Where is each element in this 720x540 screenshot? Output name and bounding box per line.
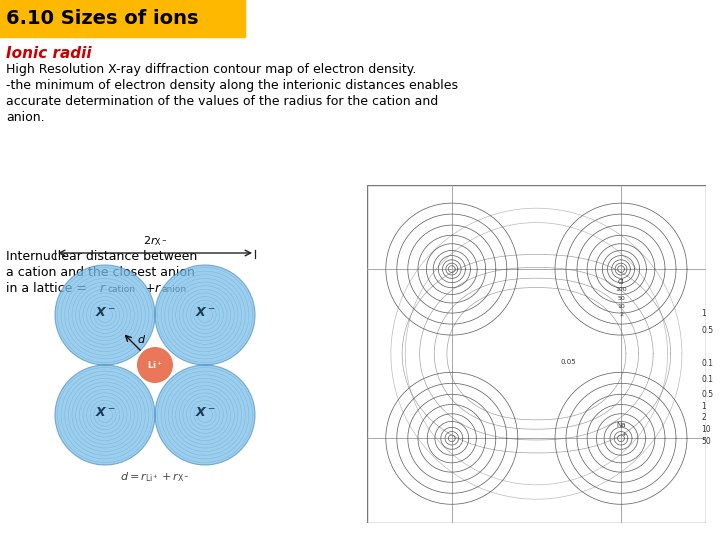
Circle shape: [137, 347, 173, 383]
Text: r: r: [100, 282, 105, 295]
Text: 10: 10: [617, 304, 625, 309]
Text: High Resolution X-ray diffraction contour map of electron density.: High Resolution X-ray diffraction contou…: [6, 63, 416, 76]
Text: 50: 50: [701, 437, 711, 446]
Text: 10: 10: [701, 426, 711, 434]
Text: cation: cation: [107, 285, 135, 294]
Text: anion.: anion.: [6, 111, 45, 124]
Text: 0.05: 0.05: [561, 359, 577, 365]
Text: 0.5: 0.5: [701, 390, 714, 399]
Circle shape: [55, 365, 155, 465]
Text: Li$^+$: Li$^+$: [147, 359, 163, 371]
Text: 1: 1: [701, 402, 706, 410]
Text: 2: 2: [619, 312, 623, 316]
Text: Internuclear distance between: Internuclear distance between: [6, 250, 197, 263]
Text: $d = r_{\mathrm{Li}^+} + r_{\mathrm{X}^-}$: $d = r_{\mathrm{Li}^+} + r_{\mathrm{X}^-…: [120, 470, 190, 484]
Text: accurate determination of the values of the radius for the cation and: accurate determination of the values of …: [6, 95, 438, 108]
Text: 0.5: 0.5: [701, 326, 714, 334]
Text: Na: Na: [616, 422, 626, 428]
Text: X$^-$: X$^-$: [194, 306, 215, 319]
Text: 2: 2: [701, 414, 706, 422]
Text: Ionic radii: Ionic radii: [6, 46, 91, 61]
Text: X$^-$: X$^-$: [95, 406, 115, 419]
Text: anion: anion: [162, 285, 187, 294]
Text: 0.1: 0.1: [701, 359, 714, 368]
Circle shape: [155, 365, 255, 465]
Text: 1: 1: [701, 308, 706, 318]
Text: X$^-$: X$^-$: [95, 306, 115, 319]
Text: in a lattice =: in a lattice =: [6, 282, 91, 295]
Text: Cl: Cl: [618, 279, 624, 285]
Bar: [0, 0, 245, 37]
Text: 6.10 Sizes of ions: 6.10 Sizes of ions: [6, 9, 199, 28]
Text: a cation and the closest anion: a cation and the closest anion: [6, 266, 195, 279]
Text: d: d: [137, 335, 144, 345]
Text: r: r: [155, 282, 160, 295]
Circle shape: [55, 265, 155, 365]
Text: 100: 100: [615, 287, 627, 292]
Text: -the minimum of electron density along the interionic distances enables: -the minimum of electron density along t…: [6, 79, 458, 92]
Text: $2r_{\mathrm{X}^-}$: $2r_{\mathrm{X}^-}$: [143, 234, 167, 248]
Text: X$^-$: X$^-$: [194, 406, 215, 419]
Text: 50: 50: [617, 295, 625, 301]
Text: +: +: [141, 282, 160, 295]
Circle shape: [155, 265, 255, 365]
Text: +: +: [621, 431, 626, 437]
Text: 0.1: 0.1: [701, 375, 714, 383]
